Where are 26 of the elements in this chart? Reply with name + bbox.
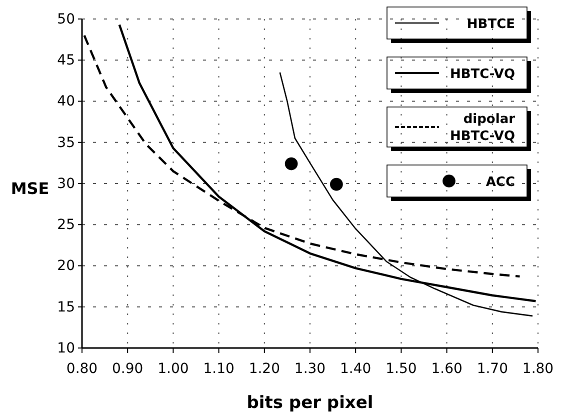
x-tick-label: 1.20 [248,360,280,377]
legend-label: ACC [486,175,515,190]
y-tick-label: 50 [57,11,75,28]
y-tick-label: 45 [57,52,75,69]
legend-label: HBTCE [466,17,515,32]
y-tick-label: 25 [57,217,75,234]
y-tick-label: 20 [57,258,75,274]
y-tick-label: 15 [57,299,75,316]
x-tick-label: 1.10 [203,360,234,377]
x-tick-label: 0.80 [66,360,98,377]
x-tick-label: 1.60 [431,360,462,377]
y-tick-label: 30 [57,176,75,192]
x-tick-label: 1.40 [340,360,372,377]
y-tick-label: 35 [57,134,75,151]
x-tick-label: 0.90 [112,360,144,377]
x-tick-label: 1.50 [386,360,417,377]
y-axis-title: MSE [10,179,50,198]
x-tick-label: 1.30 [294,360,326,377]
x-tick-label: 1.00 [158,360,189,377]
x-tick-label: 1.70 [476,360,508,377]
x-axis-title: bits per pixel [246,393,374,413]
x-tick-label: 1.80 [522,360,554,377]
y-tick-label: 10 [57,340,75,356]
legend-label: HBTC-VQ [450,67,515,82]
y-tick-label: 40 [57,94,75,110]
legend-label: dipolar HBTC-VQ [450,112,516,144]
